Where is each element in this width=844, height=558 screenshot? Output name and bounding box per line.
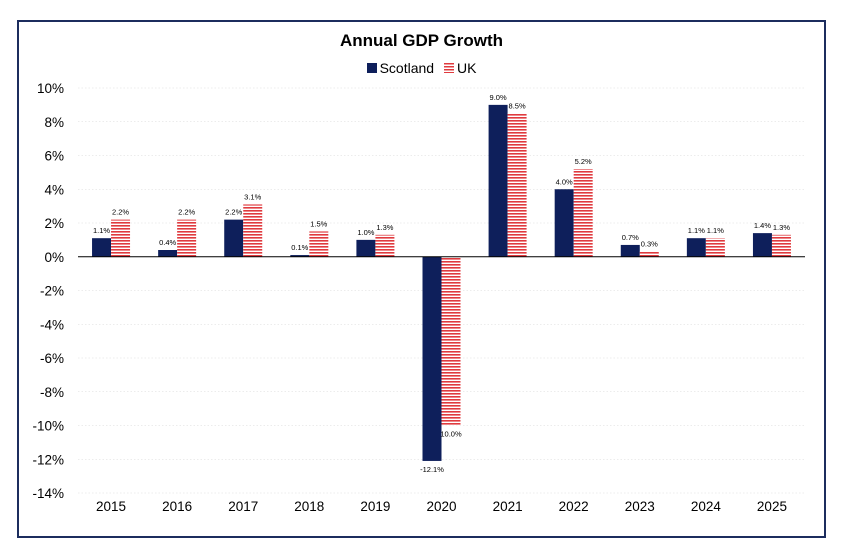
legend-swatch-uk (443, 63, 454, 73)
bar-scotland (554, 189, 574, 257)
data-label-scotland: 2.2% (225, 208, 242, 217)
y-tick-label: 10% (37, 81, 64, 96)
data-label-uk: 5.2% (575, 157, 592, 166)
x-tick-label: 2018 (294, 499, 324, 514)
data-label-uk: 2.2% (112, 208, 129, 217)
bar-scotland (752, 233, 772, 257)
bar-scotland (92, 238, 112, 257)
bar-uk (177, 219, 197, 257)
bar-uk (639, 251, 659, 257)
bar-scotland (224, 219, 244, 257)
bar-uk (441, 256, 461, 426)
legend-item-uk: UK (443, 60, 477, 76)
x-tick-label: 2025 (757, 499, 787, 514)
data-label-uk: 1.3% (376, 223, 393, 232)
data-label-uk: 1.5% (310, 219, 327, 228)
bar-scotland (488, 104, 508, 257)
y-tick-label: -8% (40, 385, 64, 400)
bar-scotland (686, 238, 706, 257)
x-tick-label: 2023 (625, 499, 655, 514)
x-tick-label: 2021 (493, 499, 523, 514)
data-label-uk: 2.2% (178, 208, 195, 217)
x-tick-label: 2017 (228, 499, 258, 514)
data-label-uk: 1.1% (707, 226, 724, 235)
data-label-scotland: 1.4% (754, 221, 771, 230)
x-tick-label: 2024 (691, 499, 722, 514)
y-tick-label: 6% (44, 149, 64, 164)
bar-uk (573, 169, 593, 257)
data-label-scotland: 1.1% (93, 226, 110, 235)
bar-uk (309, 231, 329, 257)
data-label-scotland: 0.7% (622, 233, 639, 242)
bar-uk (705, 238, 725, 257)
x-tick-label: 2020 (426, 499, 456, 514)
bar-uk (771, 234, 791, 257)
y-tick-label: -6% (40, 351, 64, 366)
data-label-scotland: -12.1% (420, 465, 444, 474)
data-label-uk: 1.3% (773, 223, 790, 232)
data-label-scotland: 9.0% (490, 93, 507, 102)
legend-label-scotland: Scotland (379, 60, 435, 76)
data-label-uk: 8.5% (509, 101, 526, 110)
data-label-scotland: 1.1% (688, 226, 705, 235)
y-tick-label: 4% (44, 182, 64, 197)
x-tick-label: 2019 (360, 499, 390, 514)
x-tick-label: 2016 (162, 499, 192, 514)
bar-scotland (422, 256, 442, 461)
bar-scotland (290, 255, 310, 257)
bar-uk (375, 234, 395, 257)
y-tick-label: 0% (44, 250, 64, 265)
bar-uk (111, 219, 131, 257)
y-tick-label: 8% (44, 115, 64, 130)
bar-scotland (158, 250, 178, 257)
chart-frame (17, 20, 826, 538)
data-label-uk: 3.1% (244, 192, 261, 201)
data-label-scotland: 1.0% (357, 228, 374, 237)
x-tick-label: 2022 (559, 499, 589, 514)
chart-legend: Scotland UK (17, 60, 826, 76)
bar-scotland (620, 244, 640, 257)
x-tick-label: 2015 (96, 499, 126, 514)
bar-uk (243, 204, 263, 257)
y-tick-label: -14% (32, 486, 64, 501)
y-tick-label: -12% (32, 452, 64, 467)
chart-title: Annual GDP Growth (339, 31, 504, 50)
y-tick-label: -2% (40, 284, 64, 299)
bar-uk (507, 113, 527, 257)
bar-scotland (356, 239, 376, 257)
data-label-scotland: 0.4% (159, 238, 176, 247)
legend-swatch-scotland (366, 63, 377, 73)
data-label-uk: 10.0% (440, 430, 462, 439)
y-tick-label: -10% (32, 419, 64, 434)
data-label-uk: 0.3% (641, 240, 658, 249)
data-label-scotland: 4.0% (556, 177, 573, 186)
y-tick-label: -4% (40, 317, 64, 332)
legend-item-scotland: Scotland (366, 60, 435, 76)
y-tick-label: 2% (44, 216, 64, 231)
legend-label-uk: UK (456, 60, 477, 76)
data-label-scotland: 0.1% (291, 243, 308, 252)
